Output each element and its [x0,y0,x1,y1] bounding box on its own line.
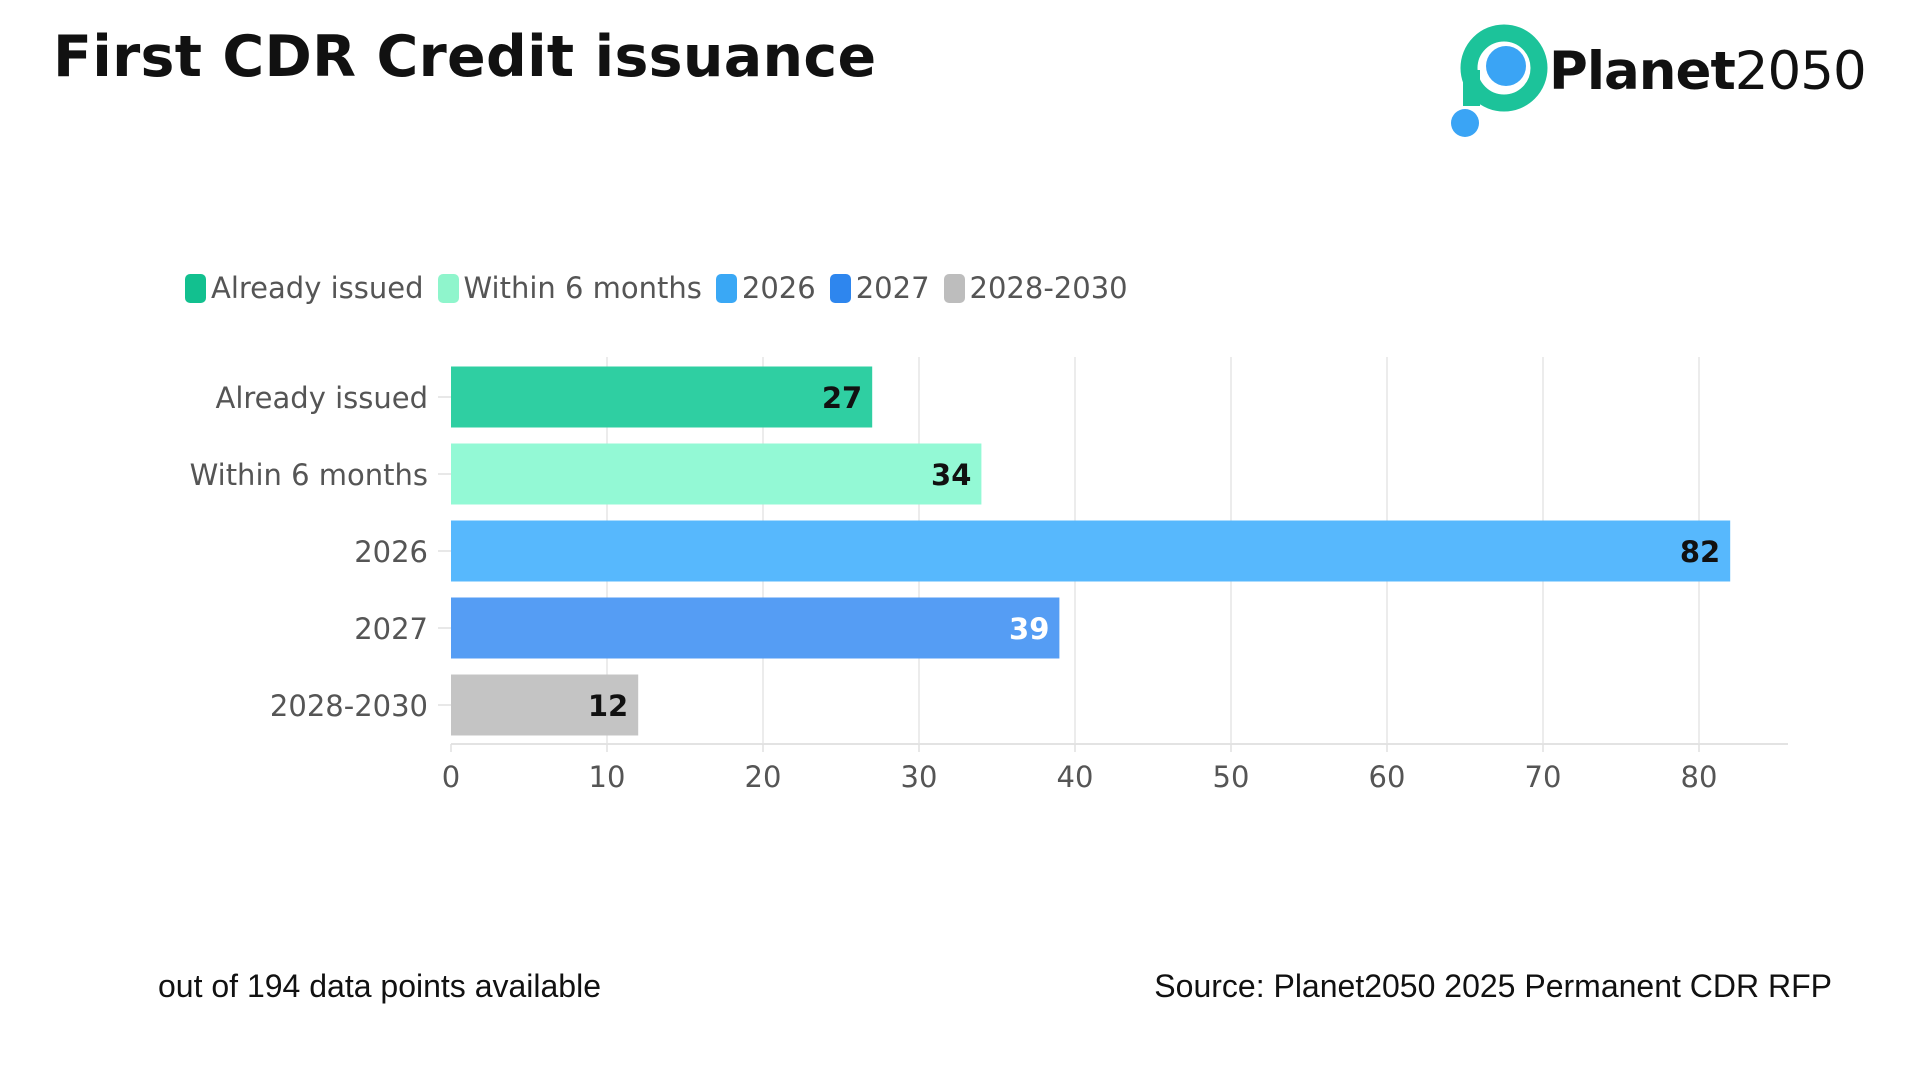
x-tick-label: 50 [1213,760,1250,794]
category-label: 2027 [354,612,428,646]
bar [451,366,873,428]
bar-value-label: 34 [931,458,971,492]
category-label: Already issued [216,381,429,415]
legend-label: 2028-2030 [969,271,1128,305]
legend-swatch [437,273,459,303]
bar [451,443,982,505]
bar [451,674,639,736]
category-label: 2026 [354,535,428,569]
logo-wordmark-bold: Planet [1549,41,1736,102]
page-title: First CDR Credit issuance [53,24,877,90]
legend-label: Already issued [211,271,424,305]
legend-label: 2027 [855,271,930,305]
legend-item[interactable]: 2026 [715,271,816,305]
category-label: 2028-2030 [270,689,428,723]
x-tick-label: 20 [745,760,782,794]
footnote: out of 194 data points available [158,968,601,1004]
x-tick-label: 10 [589,760,626,794]
x-tick-label: 60 [1369,760,1406,794]
planet2050-logo: Planet2050 [1448,22,1868,142]
bar [451,520,1731,582]
category-label: Within 6 months [190,458,428,492]
source-note: Source: Planet2050 2025 Permanent CDR RF… [1154,968,1832,1004]
logo-wordmark-light: 2050 [1734,41,1867,102]
x-tick-label: 30 [901,760,938,794]
bar [451,597,1060,659]
x-tick-label: 70 [1525,760,1562,794]
legend-label: Within 6 months [463,271,702,305]
logo-wordmark: Planet2050 [1549,40,1867,104]
bar-value-label: 82 [1680,535,1720,569]
legend-swatch [185,273,206,303]
legend-item[interactable]: Already issued [185,271,424,305]
x-tick-label: 80 [1681,760,1718,794]
chart-legend: Already issued Within 6 months 2026 2027 202… [185,268,1142,308]
legend-item[interactable]: Within 6 months [437,271,702,305]
legend-swatch [829,273,851,303]
bar-value-label: 27 [822,381,862,415]
bar-value-label: 12 [588,689,628,723]
legend-swatch [715,273,737,303]
x-tick-label: 0 [442,760,460,794]
legend-item[interactable]: 2027 [829,271,930,305]
bar-value-label: 39 [1009,612,1049,646]
x-tick-label: 40 [1057,760,1094,794]
logo-mark-icon [1451,24,1548,137]
legend-swatch [943,273,965,303]
legend-label: 2026 [741,271,816,305]
legend-item[interactable]: 2028-2030 [943,271,1128,305]
